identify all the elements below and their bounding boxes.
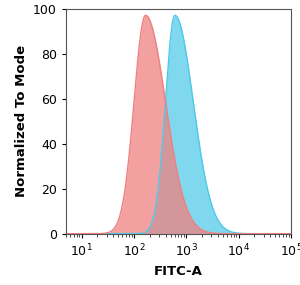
Y-axis label: Normalized To Mode: Normalized To Mode: [14, 45, 28, 197]
X-axis label: FITC-A: FITC-A: [154, 265, 203, 278]
